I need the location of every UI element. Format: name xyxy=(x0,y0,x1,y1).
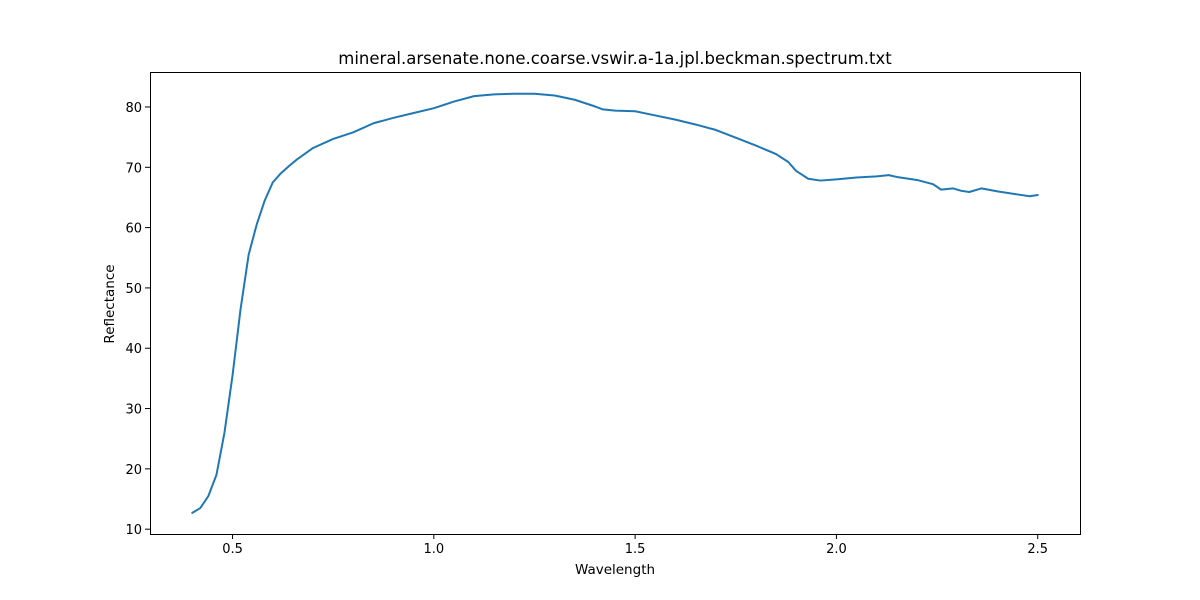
y-tick-label: 80 xyxy=(125,101,142,116)
y-tick-label: 60 xyxy=(125,222,142,237)
x-tick-label: 0.5 xyxy=(222,542,243,557)
x-tick-label: 1.0 xyxy=(423,542,444,557)
x-tick-label: 2.5 xyxy=(1027,542,1048,557)
y-tick-label: 30 xyxy=(125,403,142,418)
x-axis-label: Wavelength xyxy=(575,562,655,578)
plot-area xyxy=(150,72,1081,535)
x-tick-label: 2.0 xyxy=(826,542,847,557)
spectrum-series-line xyxy=(191,92,1039,514)
x-tick-label: 1.5 xyxy=(625,542,646,557)
y-axis-label: Reflectance xyxy=(102,264,118,343)
x-axis-ticks: 0.5 1.0 1.5 2.0 2.5 xyxy=(222,534,1048,557)
chart-title: mineral.arsenate.none.coarse.vswir.a-1a.… xyxy=(338,49,892,68)
y-axis-ticks: 10 20 30 40 50 60 70 80 xyxy=(125,101,150,538)
y-tick-label: 10 xyxy=(125,523,142,538)
y-tick-label: 20 xyxy=(125,463,142,478)
axes-frame xyxy=(150,72,1081,535)
y-tick-label: 40 xyxy=(125,342,142,357)
y-tick-label: 50 xyxy=(125,282,142,297)
y-tick-label: 70 xyxy=(125,161,142,176)
